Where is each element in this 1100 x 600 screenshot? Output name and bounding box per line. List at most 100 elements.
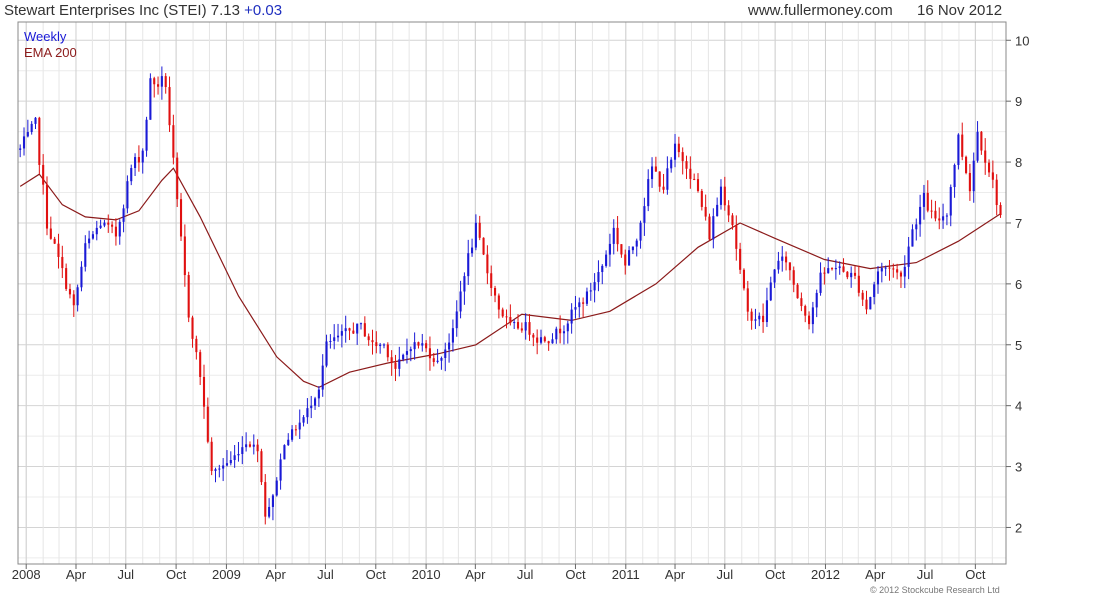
candle-body	[899, 272, 903, 277]
legend-entry: Weekly	[24, 29, 67, 44]
candle-body	[719, 186, 723, 205]
y-tick-label: 8	[1015, 155, 1022, 170]
candle-body	[693, 178, 696, 180]
candle-body	[417, 342, 420, 346]
candle-body	[398, 359, 401, 369]
candle-body	[903, 266, 906, 277]
candle-body	[769, 282, 772, 301]
candle-body	[390, 357, 393, 363]
candle-body	[796, 284, 799, 299]
candle-body	[275, 480, 278, 496]
x-tick-label: 2010	[412, 567, 441, 582]
candle-body	[731, 215, 734, 226]
candle-body	[356, 323, 359, 334]
candle-body	[915, 224, 918, 230]
candle-body	[585, 291, 589, 304]
candle-body	[486, 254, 489, 274]
candle-body	[781, 256, 784, 261]
x-tick-label: Jul	[716, 567, 733, 582]
candle-body	[149, 78, 152, 120]
candle-body	[968, 172, 971, 192]
candle-body	[260, 451, 263, 483]
candle-body	[892, 268, 895, 270]
candle-body	[681, 152, 684, 162]
candle-body	[934, 210, 937, 219]
candle-body	[141, 150, 144, 163]
candle-body	[229, 459, 232, 464]
candle-body	[620, 244, 623, 255]
candle-body	[972, 160, 975, 192]
candle-body	[593, 282, 596, 291]
candle-body	[413, 342, 416, 350]
price-change: +0.03	[244, 2, 283, 19]
candle-body	[746, 288, 749, 312]
candle-body	[509, 317, 512, 323]
candle-body	[118, 221, 121, 237]
y-tick-label: 4	[1015, 399, 1022, 414]
candle-body	[95, 227, 98, 235]
y-tick-label: 7	[1015, 216, 1022, 231]
candle-body	[566, 323, 569, 332]
source-url[interactable]: www.fullermoney.com	[748, 2, 893, 19]
candle-body	[382, 344, 386, 346]
candle-body	[907, 246, 910, 267]
chart-date: 16 Nov 2012	[917, 2, 1003, 19]
x-tick-label: 2012	[811, 567, 840, 582]
candle-body	[482, 237, 485, 255]
candle-body	[880, 268, 883, 272]
candle-body	[689, 168, 692, 179]
candle-body	[268, 506, 271, 517]
candle-body	[608, 243, 611, 255]
y-tick-label: 10	[1015, 33, 1029, 48]
candle-body	[80, 266, 83, 288]
candle-body	[91, 234, 95, 239]
candle-body	[945, 215, 948, 217]
candle-body	[76, 287, 79, 306]
candle-body	[425, 343, 428, 349]
candle-body	[153, 78, 156, 85]
candle-body	[884, 267, 887, 269]
candle-body	[953, 164, 956, 188]
candle-body	[662, 186, 665, 190]
y-tick-label: 9	[1015, 94, 1022, 109]
candle-body	[241, 447, 244, 455]
candle-body	[559, 328, 562, 334]
candle-body	[819, 272, 822, 293]
candle-body	[348, 328, 351, 331]
candle-body	[490, 273, 493, 288]
candle-body	[574, 307, 577, 310]
candle-body	[42, 164, 45, 185]
candle-body	[493, 287, 497, 296]
candle-body	[704, 206, 707, 217]
candle-body	[647, 179, 650, 207]
candle-body	[107, 222, 110, 225]
candle-body	[685, 161, 688, 169]
candle-body	[605, 254, 608, 266]
candle-body	[547, 341, 550, 344]
candle-body	[405, 351, 409, 355]
candle-body	[68, 288, 72, 295]
candle-body	[57, 243, 60, 257]
candle-body	[455, 311, 458, 329]
candle-body	[363, 323, 366, 337]
candle-body	[302, 417, 305, 423]
candle-body	[329, 341, 332, 343]
x-tick-label: Apr	[266, 567, 287, 582]
candle-body	[785, 256, 788, 263]
candle-body	[597, 272, 600, 283]
candle-body	[26, 132, 29, 137]
candle-body	[673, 143, 677, 160]
candle-body	[164, 76, 167, 88]
candle-body	[459, 291, 462, 312]
candle-body	[716, 204, 719, 217]
candle-body	[103, 222, 106, 226]
candle-body	[367, 336, 370, 341]
candle-body	[291, 429, 294, 440]
candle-body	[639, 222, 642, 241]
candle-body	[199, 352, 202, 377]
candle-body	[440, 357, 443, 361]
candle-body	[88, 238, 91, 244]
candle-body	[808, 315, 811, 325]
y-tick-label: 3	[1015, 460, 1022, 475]
grid	[18, 22, 1006, 564]
